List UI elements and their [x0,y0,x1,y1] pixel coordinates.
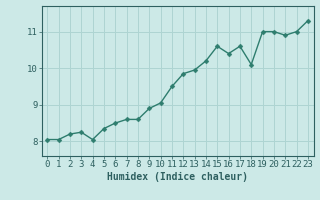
X-axis label: Humidex (Indice chaleur): Humidex (Indice chaleur) [107,172,248,182]
